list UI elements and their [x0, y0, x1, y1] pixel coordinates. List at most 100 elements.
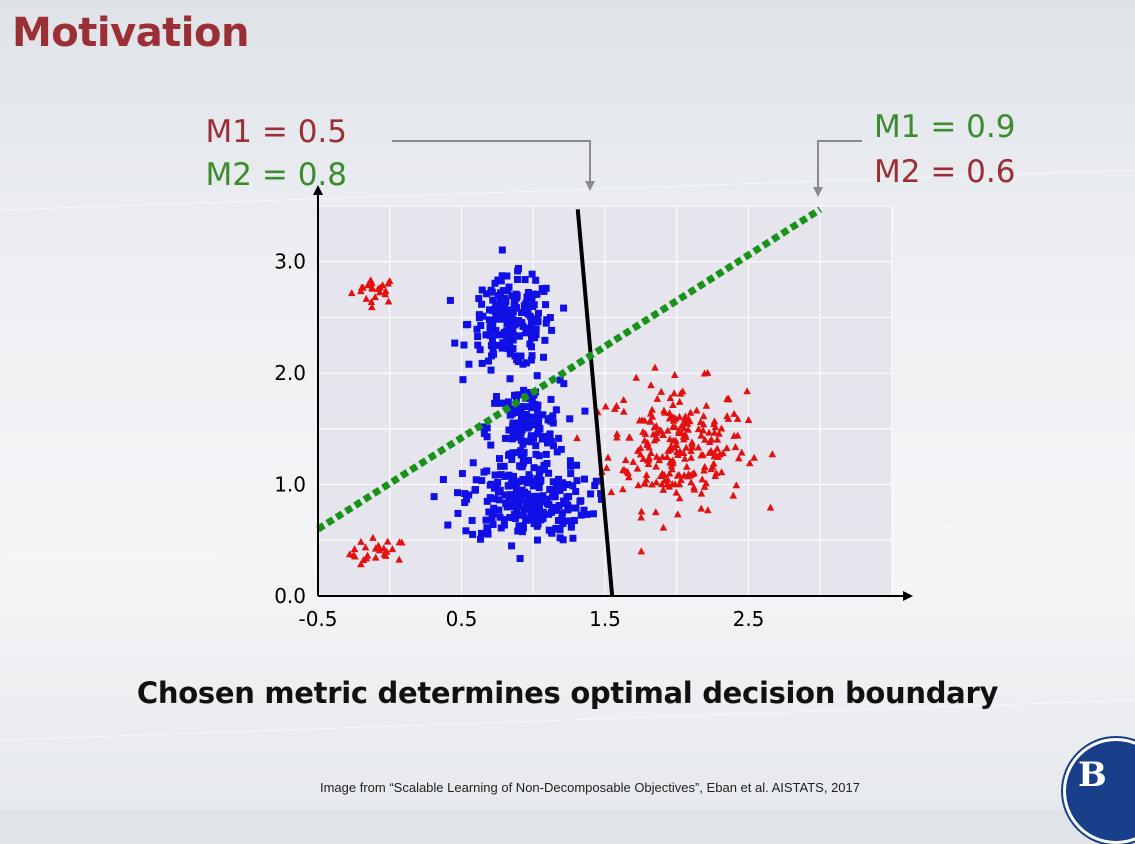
positive-point [573, 434, 581, 442]
positive-point [633, 464, 642, 472]
negative-point [517, 405, 525, 413]
positive-point [707, 435, 716, 443]
negative-point [577, 497, 585, 505]
negative-point [508, 292, 516, 300]
negative-point [528, 404, 536, 412]
negative-point [530, 520, 538, 528]
positive-point [642, 475, 651, 483]
negative-point [526, 389, 534, 397]
positive-point [697, 504, 706, 512]
positive-point [694, 443, 703, 451]
negative-point [528, 400, 536, 408]
positive-point [651, 508, 660, 516]
negative-point [476, 346, 484, 354]
negative-point [461, 490, 469, 498]
negative-point [540, 287, 548, 295]
positive-point [357, 283, 366, 291]
positive-point [686, 408, 695, 416]
negative-point [536, 467, 544, 475]
positive-point [602, 463, 611, 471]
positive-point [697, 451, 705, 459]
negative-point [479, 312, 487, 320]
right-m1-label: M1 = 0.9 [874, 109, 1015, 145]
positive-point [675, 412, 684, 420]
negative-point [527, 438, 535, 446]
negative-point [495, 308, 503, 316]
negative-point [555, 475, 563, 483]
positive-point [729, 491, 738, 499]
positive-point [733, 414, 742, 422]
negative-point [513, 275, 521, 283]
negative-point [545, 510, 553, 518]
negative-point [540, 461, 548, 469]
positive-point [675, 397, 684, 405]
positive-point [690, 469, 698, 477]
positive-point [732, 481, 741, 489]
negative-point [559, 520, 567, 528]
positive-point [715, 429, 723, 437]
negative-point [566, 457, 574, 465]
negative-point [505, 426, 513, 434]
positive-point [648, 405, 656, 413]
positive-point [671, 423, 680, 431]
negative-point [533, 406, 541, 414]
negative-point [527, 511, 535, 519]
negative-point [539, 411, 547, 419]
positive-point [682, 462, 691, 470]
negative-point [514, 527, 522, 535]
negative-point [505, 283, 513, 291]
negative-point [508, 456, 516, 464]
positive-point [625, 473, 633, 481]
negative-point [564, 501, 572, 509]
negative-point [488, 515, 496, 523]
positive-point [381, 287, 390, 295]
negative-point [546, 485, 554, 493]
axis-ticks: -0.5 0.5 1.5 2.5 0.0 1.0 2.0 3.0 [274, 250, 764, 631]
positive-point [350, 545, 359, 553]
positive-point [644, 455, 653, 463]
negative-point [508, 503, 516, 511]
negative-point [532, 502, 540, 510]
positive-point [641, 479, 649, 487]
negative-point [569, 534, 577, 542]
positive-point [719, 449, 727, 457]
positive-point [766, 503, 775, 511]
positive-point [658, 480, 666, 488]
negative-point [519, 360, 527, 368]
negative-point [498, 272, 506, 280]
negative-point [488, 323, 496, 331]
positive-point [722, 444, 731, 452]
positive-point [690, 483, 698, 491]
positive-point [669, 436, 678, 444]
positive-point [710, 448, 719, 456]
positive-point [653, 394, 662, 402]
negative-point [506, 411, 514, 419]
positive-point [687, 453, 695, 461]
negative-point [527, 356, 535, 364]
negative-point [513, 506, 521, 514]
positive-point [634, 481, 643, 489]
negative-point [491, 279, 499, 287]
positive-point [637, 547, 646, 555]
negative-point [518, 309, 526, 317]
negative-point [573, 477, 581, 485]
positive-point [670, 389, 678, 397]
negative-point [498, 301, 506, 309]
negative-point [560, 304, 568, 312]
negative-point [517, 447, 525, 455]
negative-point [539, 433, 547, 441]
negative-point [537, 516, 545, 524]
negative-point [589, 510, 597, 518]
negative-point [462, 527, 470, 535]
negative-point [462, 321, 470, 329]
negative-point [500, 516, 508, 524]
positive-point [713, 435, 722, 443]
negative-point [511, 424, 519, 432]
negative-point [545, 501, 553, 509]
negative-point [468, 516, 476, 524]
negative-point [592, 477, 600, 485]
slide-caption: Chosen metric determines optimal decisio… [136, 676, 999, 710]
positive-point [666, 394, 675, 402]
negative-point [517, 477, 525, 485]
negative-point [477, 535, 485, 543]
